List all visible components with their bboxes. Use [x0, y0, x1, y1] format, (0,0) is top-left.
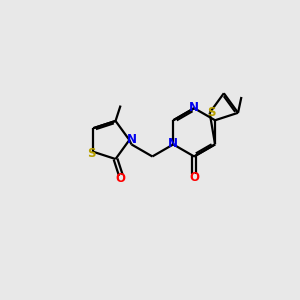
Text: N: N: [168, 137, 178, 150]
Text: O: O: [189, 171, 199, 184]
Text: O: O: [116, 172, 126, 185]
Text: S: S: [207, 106, 215, 119]
Text: N: N: [127, 134, 137, 146]
Text: S: S: [87, 147, 96, 160]
Text: N: N: [189, 101, 199, 114]
